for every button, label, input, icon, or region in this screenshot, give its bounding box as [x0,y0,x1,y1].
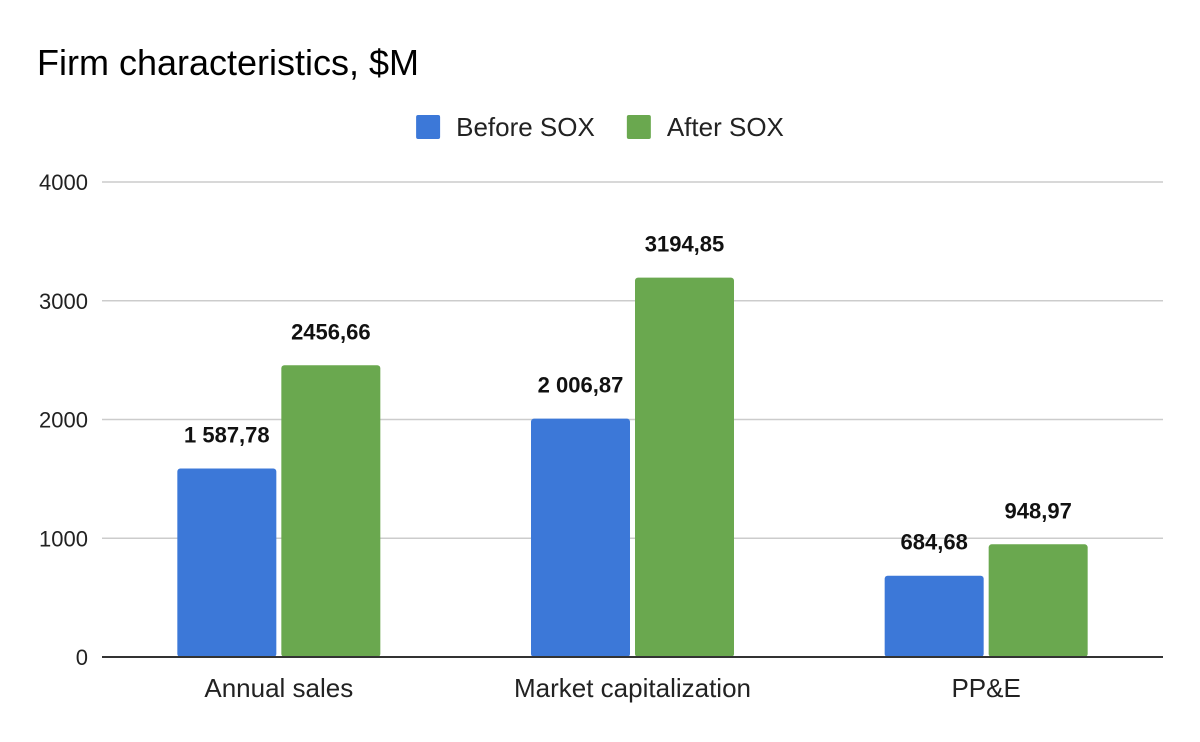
x-category-label: Annual sales [204,673,353,703]
x-axis: Annual sales Market capitalization PP&E [102,656,1163,703]
data-label: 2456,66 [291,319,371,344]
data-label: 2 006,87 [538,373,624,398]
x-category-label: Market capitalization [514,673,751,703]
data-label: 1 587,78 [184,422,270,447]
bar-before-sox-pp-e [884,575,984,657]
legend-label: Before SOX [456,112,595,142]
y-tick-label: 3000 [39,289,88,314]
bars [177,277,1088,657]
bar-after-sox-market-capitalization [635,277,734,657]
bar-after-sox-annual-sales [281,365,381,657]
legend: Before SOX After SOX [416,112,784,142]
data-label: 684,68 [901,530,968,555]
bar-before-sox-market-capitalization [531,418,630,657]
y-tick-label: 4000 [39,170,88,195]
y-tick-label: 2000 [39,408,88,433]
y-tick-label: 1000 [39,526,88,551]
bar-after-sox-pp-e [988,544,1088,657]
y-axis: 0 1000 2000 3000 4000 [39,170,88,670]
chart-title: Firm characteristics, $M [37,42,419,83]
legend-item: After SOX [626,112,784,142]
data-labels: 1 587,78 2456,66 2 006,87 3194,85 684,68 948,… [184,232,1072,555]
x-category-label: PP&E [951,673,1020,703]
legend-item: Before SOX [416,112,595,142]
y-tick-label: 0 [76,645,88,670]
legend-swatch [626,115,651,139]
data-label: 3194,85 [645,232,725,257]
data-label: 948,97 [1005,498,1072,523]
legend-label: After SOX [667,112,784,142]
legend-swatch [416,115,441,139]
bar-before-sox-annual-sales [177,468,277,657]
gridlines [102,181,1163,539]
